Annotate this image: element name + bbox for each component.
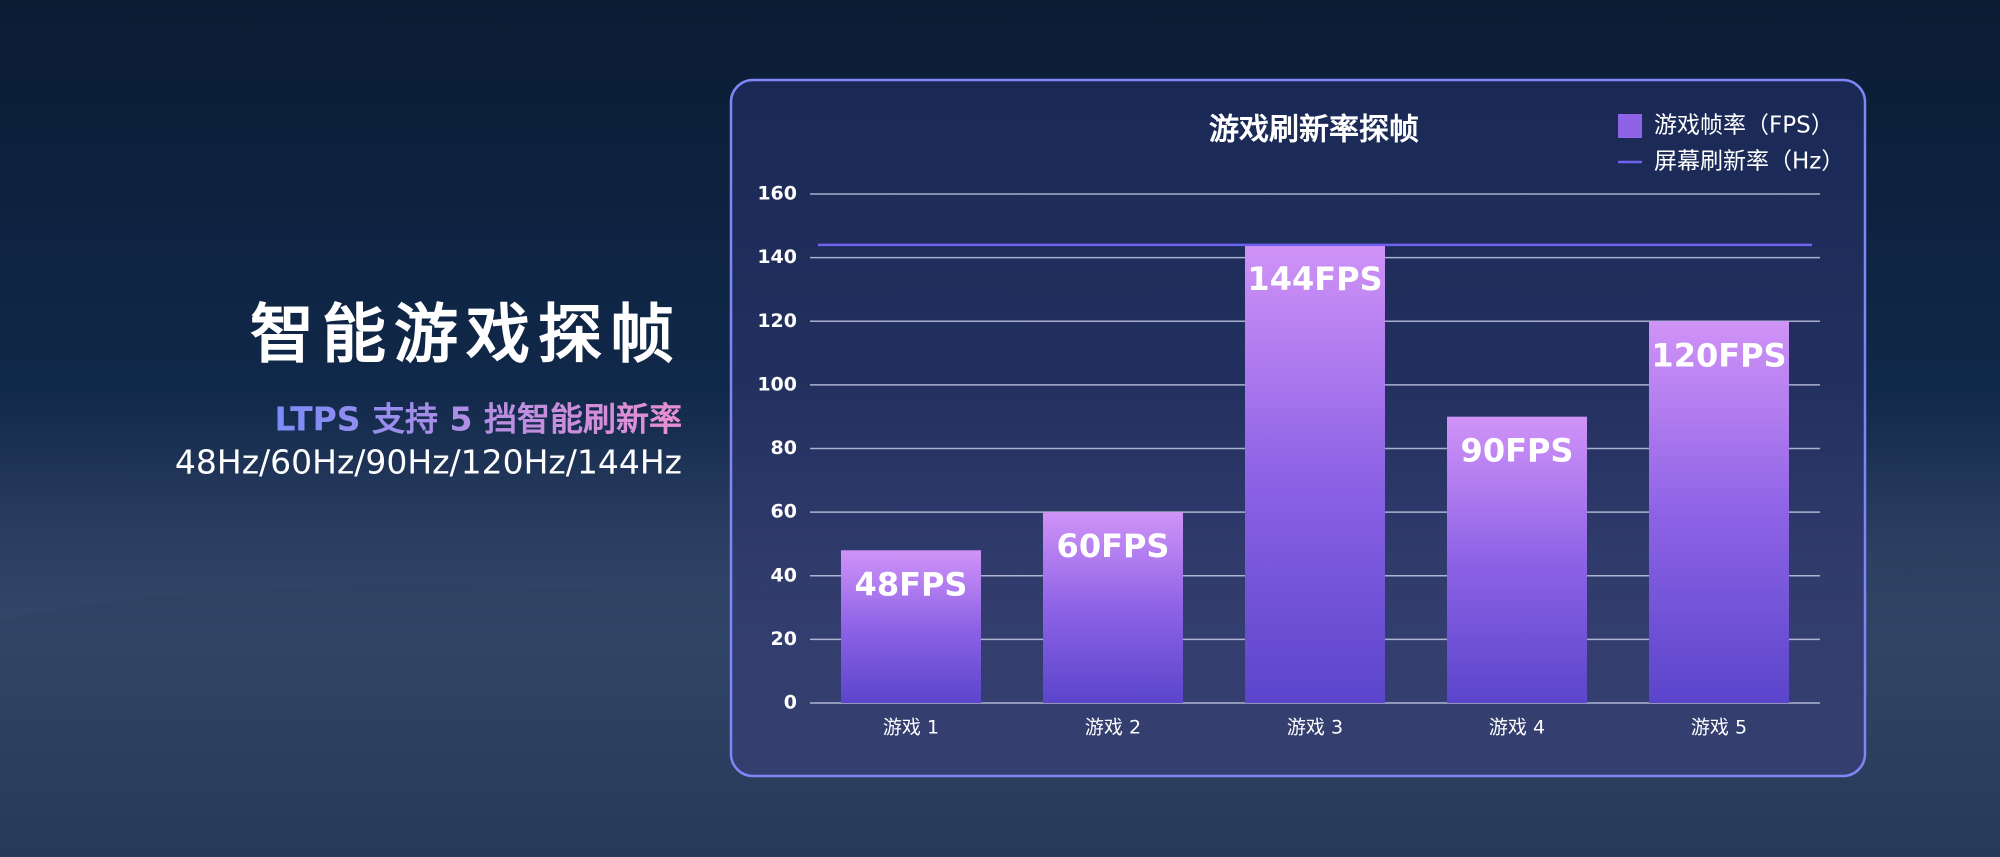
x-tick-label: 游戏 1 xyxy=(883,717,939,739)
bar xyxy=(1245,244,1385,703)
y-tick-label: 100 xyxy=(757,373,797,395)
y-tick-label: 0 xyxy=(784,692,797,714)
bar xyxy=(841,550,981,703)
y-tick-label: 20 xyxy=(771,628,797,650)
x-tick-label: 游戏 2 xyxy=(1085,717,1141,739)
y-tick-label: 40 xyxy=(771,564,797,586)
value-label: 90FPS xyxy=(1461,432,1574,470)
heading: 智能游戏探帧 xyxy=(250,299,682,373)
y-tick-label: 80 xyxy=(771,437,797,459)
value-label: 48FPS xyxy=(855,565,968,603)
chart-title: 游戏刷新率探帧 xyxy=(1209,113,1419,148)
legend-label: 屏幕刷新率（Hz） xyxy=(1654,149,1844,175)
bar xyxy=(1447,416,1587,703)
subheading: LTPS 支持 5 挡智能刷新率 xyxy=(275,400,682,439)
y-tick-label: 60 xyxy=(771,501,797,523)
rates: 48Hz/60Hz/90Hz/120Hz/144Hz xyxy=(175,443,682,482)
legend-label: 游戏帧率（FPS） xyxy=(1654,113,1834,139)
bar xyxy=(1043,512,1183,703)
x-tick-label: 游戏 5 xyxy=(1691,717,1747,739)
y-tick-label: 160 xyxy=(757,183,797,205)
y-tick-label: 120 xyxy=(757,310,797,332)
bar xyxy=(1649,321,1789,703)
value-label: 120FPS xyxy=(1651,336,1786,374)
value-label: 60FPS xyxy=(1057,527,1170,565)
x-tick-label: 游戏 4 xyxy=(1489,717,1545,739)
x-tick-label: 游戏 3 xyxy=(1287,717,1343,739)
y-tick-label: 140 xyxy=(757,246,797,268)
value-label: 144FPS xyxy=(1247,260,1382,298)
legend-swatch xyxy=(1618,114,1642,138)
